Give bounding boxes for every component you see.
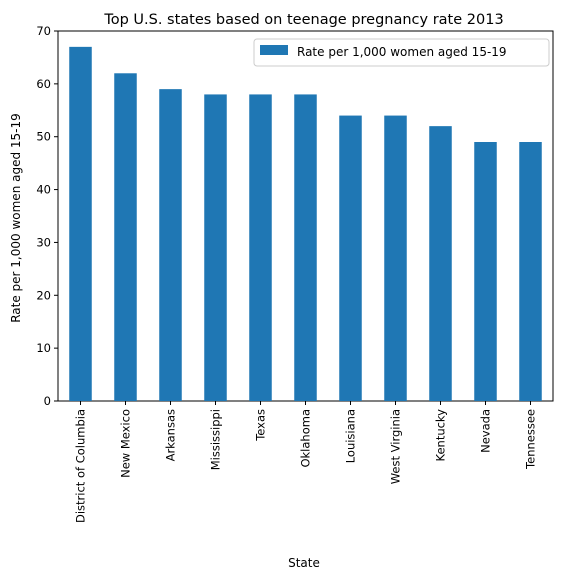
bar xyxy=(114,73,137,402)
bar xyxy=(249,94,272,401)
chart-title: Top U.S. states based on teenage pregnan… xyxy=(103,12,503,28)
bar xyxy=(384,115,407,402)
bar xyxy=(519,142,542,401)
bar xyxy=(474,142,497,401)
bar xyxy=(159,89,182,402)
x-tick-label: New Mexico xyxy=(119,409,133,478)
bar xyxy=(429,126,452,402)
y-tick-label: 0 xyxy=(44,394,51,408)
y-tick-label: 70 xyxy=(36,24,51,38)
legend: Rate per 1,000 women aged 15-19 xyxy=(253,38,550,67)
y-axis-label: Rate per 1,000 women aged 15-19 xyxy=(9,113,23,323)
legend-frame xyxy=(253,38,550,67)
y-tick-label: 60 xyxy=(36,77,51,91)
bar xyxy=(294,94,317,401)
legend-label: Rate per 1,000 women aged 15-19 xyxy=(297,45,507,59)
x-axis-label: State xyxy=(288,556,320,570)
y-tick-label: 40 xyxy=(36,183,51,197)
x-tick-label: District of Columbia xyxy=(74,409,88,523)
x-axis: District of Columbia New Mexico Arkansas Mi… xyxy=(74,401,538,523)
y-axis: 0 10 20 30 40 50 60 70 xyxy=(36,24,58,408)
x-tick-label: Nevada xyxy=(479,409,493,453)
bars xyxy=(69,46,542,402)
x-tick-label: Kentucky xyxy=(434,409,448,462)
x-tick-label: Texas xyxy=(254,409,268,442)
x-tick-label: West Virginia xyxy=(389,409,403,484)
y-tick-label: 50 xyxy=(36,130,51,144)
x-tick-label: Tennessee xyxy=(524,409,538,470)
x-tick-label: Mississippi xyxy=(209,409,223,470)
x-tick-label: Oklahoma xyxy=(299,409,313,468)
x-tick-label: Arkansas xyxy=(164,409,178,461)
bar xyxy=(204,94,227,401)
y-tick-label: 20 xyxy=(36,288,51,302)
y-tick-label: 10 xyxy=(36,341,51,355)
bar xyxy=(69,46,92,401)
x-tick-label: Louisiana xyxy=(344,409,358,463)
legend-swatch xyxy=(260,45,288,55)
bar xyxy=(339,115,362,402)
y-tick-label: 30 xyxy=(36,235,51,249)
